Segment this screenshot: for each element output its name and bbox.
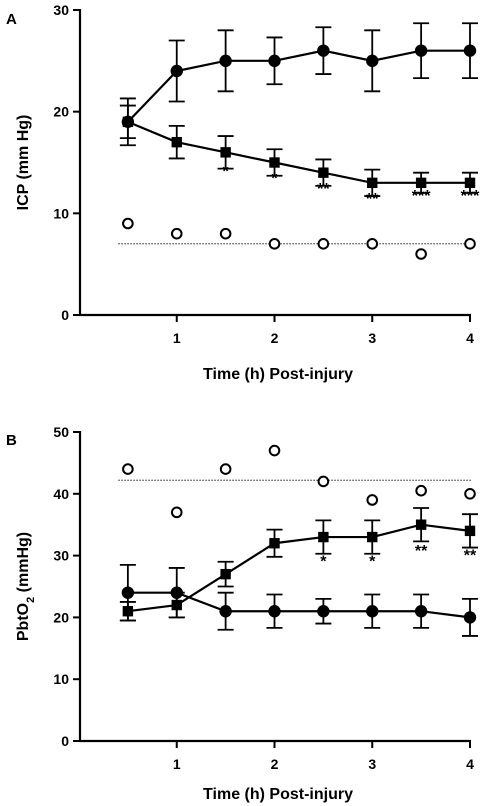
data-point (318, 167, 329, 178)
y-tick-label: 10 (53, 671, 69, 687)
data-point (171, 599, 182, 611)
data-point (463, 44, 477, 57)
significance-label: ** (366, 191, 379, 208)
y-tick-label: 0 (61, 733, 69, 749)
data-point (414, 605, 428, 618)
data-point (122, 116, 134, 128)
x-tick-label: 1 (173, 756, 181, 772)
data-point (220, 568, 231, 580)
significance-label: * (223, 164, 230, 181)
significance-label: * (320, 554, 327, 571)
data-point (122, 217, 134, 230)
data-point (170, 64, 183, 78)
series-circle-filled (119, 563, 478, 637)
data-point (219, 605, 232, 618)
data-point (464, 488, 476, 500)
data-point (170, 227, 183, 240)
data-point (367, 177, 378, 189)
x-tick-label: 1 (173, 330, 181, 346)
data-point (269, 538, 280, 549)
data-point (220, 147, 231, 158)
data-point (219, 463, 232, 475)
data-point (317, 238, 330, 250)
data-point (317, 475, 330, 488)
data-point (463, 611, 477, 624)
data-point (366, 605, 379, 618)
y-tick-label: 10 (53, 205, 69, 221)
data-point (268, 444, 281, 457)
data-point (269, 157, 280, 168)
data-point (317, 44, 330, 57)
data-point (268, 238, 281, 250)
data-point (121, 586, 135, 599)
significance-label: ** (415, 543, 428, 560)
data-point (318, 531, 329, 543)
data-point (366, 238, 379, 250)
x-tick-label: 2 (271, 330, 279, 346)
data-point (464, 177, 476, 189)
panel-a: A 0 10 20 30 1 2 3 4 Time (h) Post-injury ICP (mm … (6, 2, 480, 383)
data-point (366, 494, 379, 506)
x-tick-label: 3 (368, 756, 376, 772)
y-tick-label: 30 (53, 2, 69, 18)
data-point (415, 177, 427, 189)
series-line (127, 591, 471, 619)
significance-label: *** (461, 188, 480, 205)
data-point (268, 54, 281, 68)
series-line (127, 523, 471, 613)
x-axis-title: Time (h) Post-injury (203, 786, 353, 803)
significance-label: * (369, 554, 376, 571)
data-point (415, 484, 427, 497)
significance-label: ** (317, 181, 330, 198)
y-tick-label: 0 (61, 307, 69, 323)
data-point (414, 44, 428, 57)
x-tick-label: 2 (271, 756, 279, 772)
series-square-filled (119, 507, 478, 622)
data-point (367, 531, 378, 543)
series-line (127, 49, 470, 123)
x-tick-label: 4 (466, 330, 474, 346)
data-point (415, 248, 427, 260)
data-point (366, 54, 379, 68)
panel-label: A (6, 11, 17, 28)
data-point (171, 136, 182, 148)
significance-label: * (271, 171, 278, 188)
y-axis-title: PbtO2 (mmHg) (15, 532, 37, 641)
y-axis-title: ICP (mm Hg) (15, 115, 32, 211)
data-point (219, 227, 232, 240)
y-tick-label: 40 (53, 486, 69, 502)
panel-b: B 0 10 20 30 40 50 1 2 3 4 Time (h) Post-injury PbtO… (6, 424, 478, 803)
data-point (464, 525, 476, 537)
x-axis-title: Time (h) Post-injury (203, 366, 353, 383)
series-circle-filled (119, 22, 478, 147)
data-point (317, 605, 330, 618)
data-point (122, 606, 134, 617)
data-point (464, 238, 476, 250)
y-tick-label: 20 (53, 609, 69, 625)
data-point (122, 463, 134, 475)
y-tick-label: 30 (53, 548, 69, 564)
significance-label: *** (412, 188, 431, 205)
data-point (268, 605, 281, 618)
series-square-filled (119, 104, 478, 197)
series-circle-open (122, 217, 476, 260)
series-circle-open (122, 444, 476, 519)
data-point (415, 519, 427, 530)
significance-label: ** (464, 548, 477, 565)
panel-label: B (6, 432, 17, 449)
x-tick-label: 4 (466, 756, 474, 772)
series-line (127, 120, 470, 184)
data-point (219, 54, 232, 68)
data-point (170, 506, 183, 519)
y-tick-label: 50 (53, 424, 69, 440)
x-tick-label: 3 (368, 330, 376, 346)
y-tick-label: 20 (53, 104, 69, 120)
